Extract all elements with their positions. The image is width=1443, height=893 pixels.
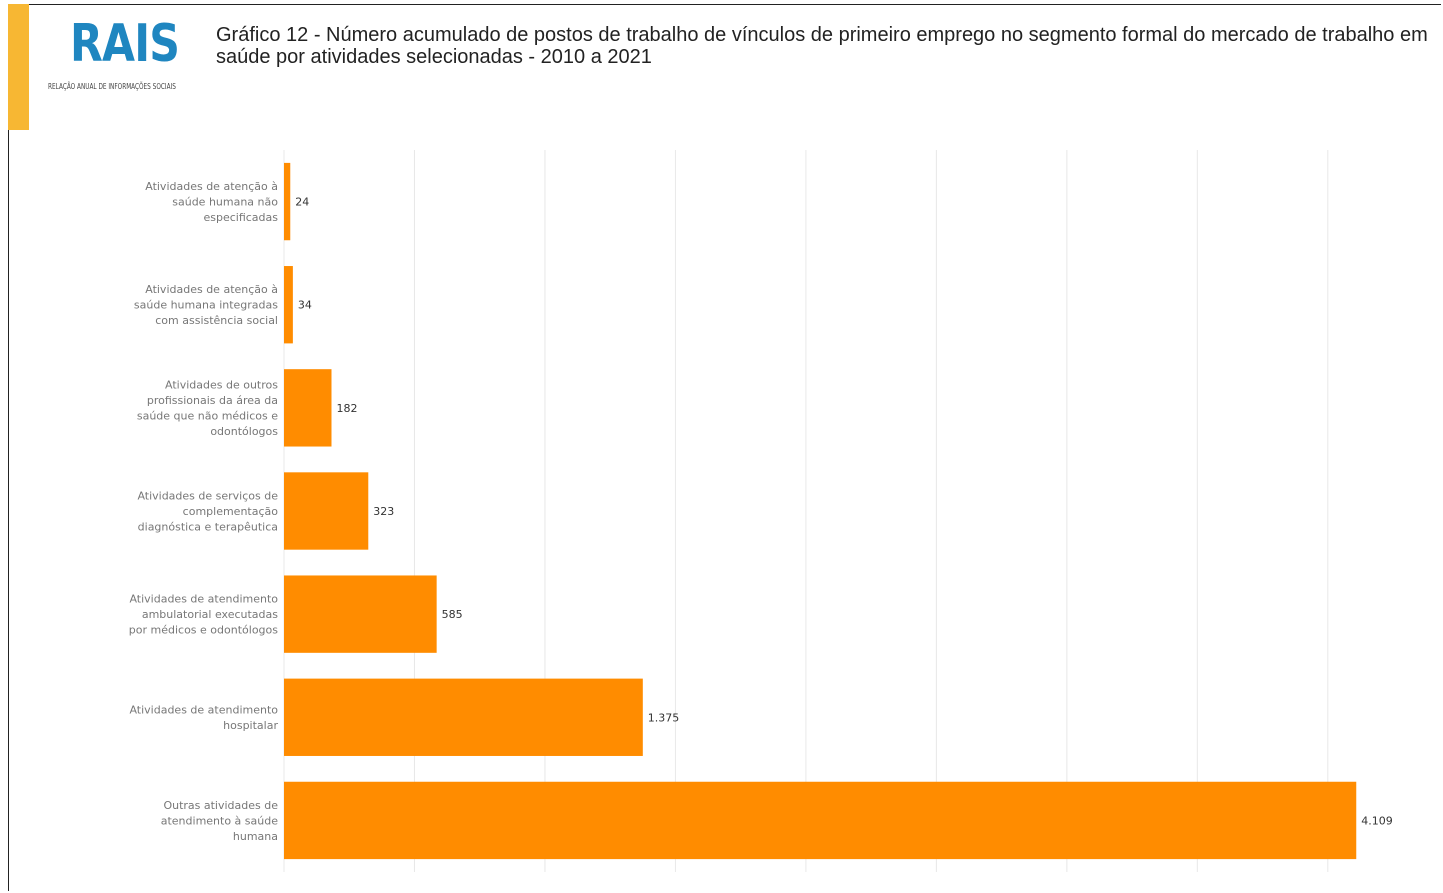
value-label-4: 585: [442, 608, 463, 621]
value-label-2: 182: [336, 402, 357, 415]
value-label-0: 24: [295, 196, 309, 209]
category-label-line: diagnóstica e terapêutica: [138, 521, 278, 534]
page-frame: [8, 4, 1441, 891]
value-label-5: 1.375: [648, 711, 680, 724]
category-label-line: atendimento à saúde: [161, 814, 278, 827]
bar-6: [284, 781, 1357, 860]
category-label-line: Atividades de atenção à: [145, 180, 278, 193]
bar-5: [284, 678, 643, 756]
bar-3: [284, 472, 369, 550]
bar-0: [284, 162, 291, 241]
rais-logo: RAIS RELAÇÃO ANUAL DE INFORMAÇÕES SOCIAI…: [48, 14, 208, 95]
bar-2: [284, 369, 332, 447]
category-label-line: saúde que não médicos e: [137, 410, 278, 423]
category-label-line: complementação: [183, 505, 279, 518]
category-label-1: Atividades de atenção à saúde humana inte…: [134, 283, 278, 327]
bar-1: [284, 266, 293, 344]
category-label-0: Atividades de atenção à saúde humana não e…: [145, 180, 278, 224]
category-label-line: saúde humana integradas: [134, 299, 278, 312]
category-label-line: hospitalar: [223, 719, 278, 732]
category-label-line: odontólogos: [210, 425, 278, 438]
chart-title: Gráfico 12 - Número acumulado de postos …: [216, 24, 1428, 68]
category-label-line: Outras atividades de: [163, 799, 278, 812]
accent-bar: [8, 4, 29, 130]
category-label-line: profissionais da área da: [147, 394, 278, 407]
bar-4: [284, 575, 437, 653]
category-label-line: Atividades de atenção à: [145, 283, 278, 296]
value-label-6: 4.109: [1361, 814, 1393, 827]
category-label-line: Atividades de atendimento: [129, 593, 278, 606]
logo-wordmark: RAIS: [70, 14, 180, 74]
category-label-line: Atividades de serviços de: [137, 490, 278, 503]
category-label-line: por médicos e odontólogos: [129, 624, 278, 637]
category-label-line: Atividades de atendimento: [129, 704, 278, 717]
category-label-3: Atividades de serviços de complementação d…: [137, 490, 278, 534]
category-label-line: Atividades de outros: [165, 379, 278, 392]
category-label-line: humana: [233, 830, 278, 843]
category-label-line: com assistência social: [155, 314, 278, 327]
category-label-line: saúde humana não: [172, 196, 278, 209]
logo-subtitle: RELAÇÃO ANUAL DE INFORMAÇÕES SOCIAIS: [48, 82, 176, 91]
category-label-2: Atividades de outros profissionais da áre…: [137, 379, 278, 439]
category-label-5: Atividades de atendimento hospitalar: [129, 704, 278, 733]
category-label-line: ambulatorial executadas: [142, 608, 278, 621]
category-label-4: Atividades de atendimento ambulatorial ex…: [129, 593, 278, 637]
value-label-3: 323: [373, 505, 394, 518]
category-label-6: Outras atividades de atendimento à saúde h…: [161, 799, 278, 843]
value-label-1: 34: [298, 299, 312, 312]
category-label-line: especificadas: [203, 211, 278, 224]
